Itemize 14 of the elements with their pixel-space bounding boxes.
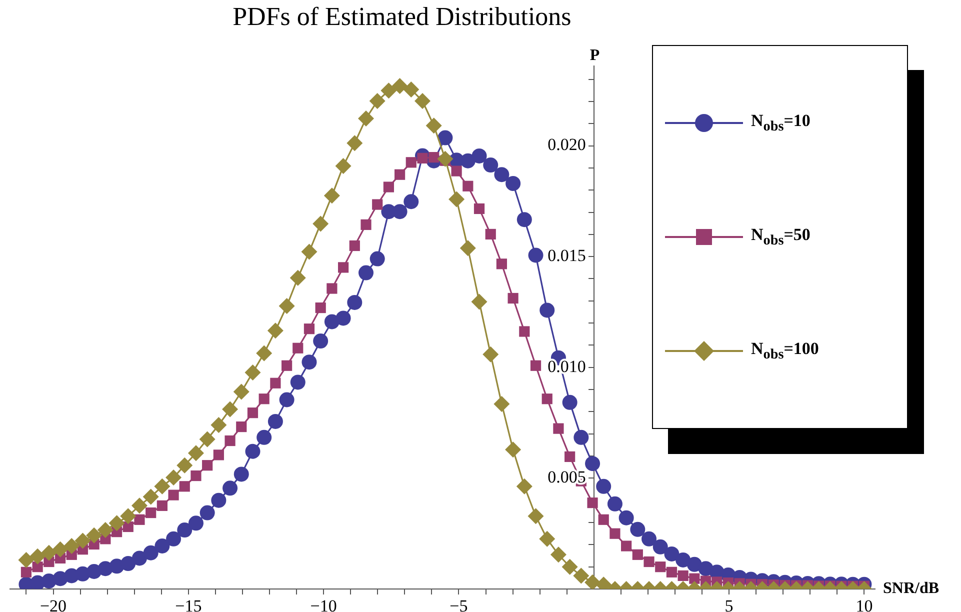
y-tick-label: 0.015 <box>548 246 586 266</box>
x-tick-label: 5 <box>724 596 734 612</box>
legend-label: N$_{obs}$=50 <box>751 224 810 250</box>
x-tick-label: −5 <box>450 596 468 612</box>
y-axis-title: P <box>590 47 600 64</box>
x-tick-label: 10 <box>856 596 873 612</box>
x-tick-label: −15 <box>175 596 202 612</box>
legend-label: N$_{obs}$=10 <box>751 110 810 136</box>
x-tick-label: −10 <box>310 596 337 612</box>
legend-label: N$_{obs}$=100 <box>751 338 819 364</box>
x-tick-label: −20 <box>40 596 67 612</box>
x-axis-title: SNR/dB <box>883 580 940 598</box>
y-tick-label: 0.020 <box>548 135 586 154</box>
chart-title: PDFs of Estimated Distributions <box>232 2 572 31</box>
